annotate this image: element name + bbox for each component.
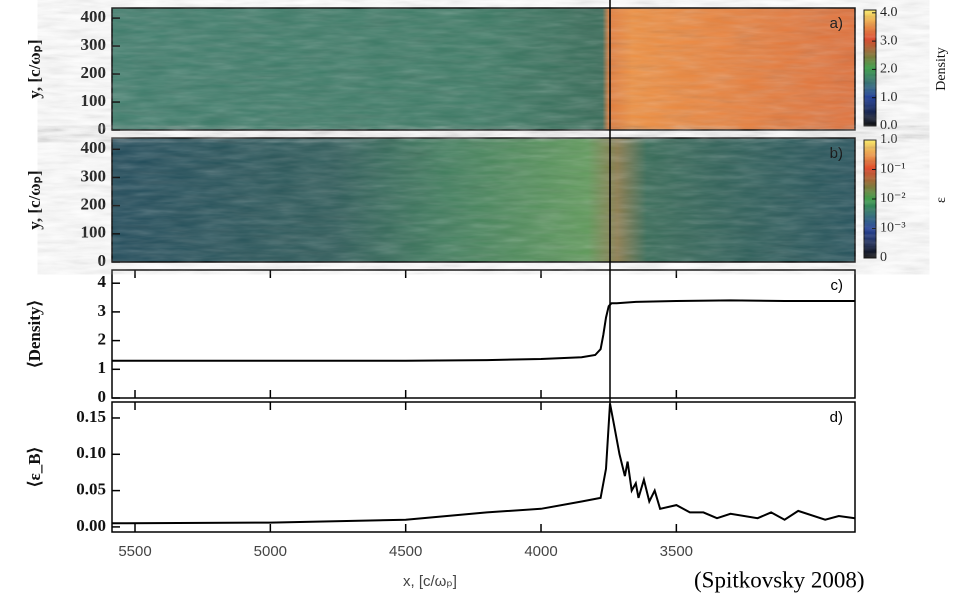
colorbar-label: ε bbox=[934, 197, 949, 203]
y-label: y, [c/ωₚ] bbox=[25, 39, 44, 98]
y-tick-label: 0 bbox=[98, 387, 107, 406]
data-line bbox=[111, 403, 856, 525]
y-tick-label: 300 bbox=[81, 35, 107, 54]
y-tick-label: 100 bbox=[81, 91, 107, 110]
panel-frame bbox=[112, 270, 855, 398]
texture bbox=[112, 8, 855, 130]
y-label: ⟨ε_B⟩ bbox=[25, 447, 44, 487]
colorbar bbox=[863, 9, 877, 127]
colorbar-tick-label: 2.0 bbox=[880, 62, 898, 77]
panel-border bbox=[111, 401, 856, 533]
y-tick-label: 3 bbox=[98, 301, 107, 320]
panel-label: c) bbox=[831, 277, 844, 294]
colorbar-tick-label: 0.0 bbox=[880, 118, 898, 133]
colorbar-tick-label: 0 bbox=[880, 250, 887, 265]
y-label: y, [c/ωₚ] bbox=[25, 170, 44, 229]
x-tick-label: 5500 bbox=[118, 543, 151, 560]
colorbar-tick-label: 10⁻¹ bbox=[880, 162, 906, 177]
y-tick-label: 100 bbox=[81, 223, 107, 242]
y-tick-label: 0.05 bbox=[76, 480, 106, 499]
y-tick-label: 400 bbox=[81, 7, 107, 26]
x-tick-label: 3500 bbox=[660, 543, 693, 560]
colorbar-tick-label: 1.0 bbox=[880, 90, 898, 105]
y-tick-label: 400 bbox=[81, 138, 107, 157]
panel-frame bbox=[112, 402, 855, 532]
y-tick-label: 200 bbox=[81, 63, 107, 82]
y-tick-label: 2 bbox=[98, 330, 107, 349]
y-tick-label: 200 bbox=[81, 195, 107, 214]
colorbar-tick-label: 10⁻³ bbox=[880, 221, 906, 236]
y-tick-label: 0 bbox=[98, 251, 107, 270]
y-tick-label: 0.00 bbox=[76, 516, 106, 535]
y-tick-label: 300 bbox=[81, 166, 107, 185]
citation: (Spitkovsky 2008) bbox=[694, 567, 865, 592]
panel-border bbox=[111, 269, 856, 399]
data-line bbox=[112, 299, 855, 362]
colorbar-label: Density bbox=[934, 47, 949, 91]
y-tick-label: 0.10 bbox=[76, 443, 106, 462]
texture bbox=[112, 138, 855, 262]
x-label: x, [c/ωₚ] bbox=[403, 573, 457, 590]
y-label: ⟨Density⟩ bbox=[25, 300, 44, 368]
x-tick-label: 5000 bbox=[254, 543, 287, 560]
y-tick-label: 4 bbox=[98, 272, 107, 291]
colorbar-tick-label: 10⁻² bbox=[880, 191, 906, 206]
panel-label: d) bbox=[830, 409, 843, 426]
x-tick-label: 4000 bbox=[524, 543, 557, 560]
colorbar-tick-label: 3.0 bbox=[880, 33, 898, 48]
colorbar-tick-label: 4.0 bbox=[880, 5, 898, 20]
y-tick-label: 0 bbox=[98, 119, 107, 138]
x-tick-label: 4500 bbox=[389, 543, 422, 560]
y-tick-label: 0.15 bbox=[76, 407, 106, 426]
y-tick-label: 1 bbox=[98, 358, 107, 377]
colorbar-tick-label: 1.0 bbox=[880, 132, 898, 147]
